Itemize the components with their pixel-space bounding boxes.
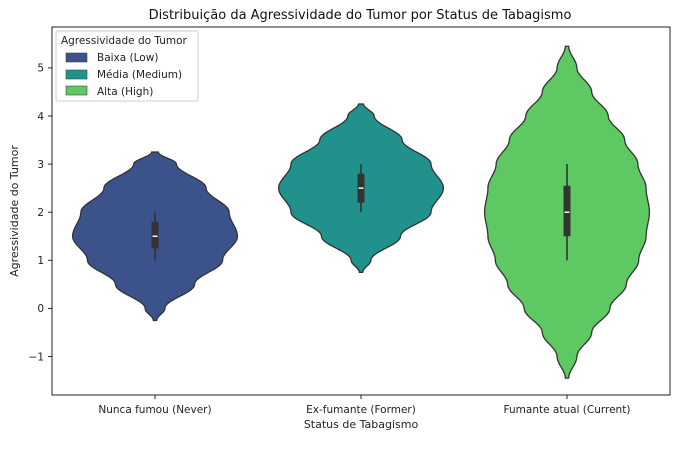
legend-item: Baixa (Low) bbox=[65, 52, 158, 64]
y-tick-label: 3 bbox=[37, 159, 44, 171]
legend-label: Alta (High) bbox=[97, 86, 153, 98]
violin-iqr-box bbox=[563, 185, 571, 237]
legend-swatch bbox=[65, 52, 88, 63]
legend-item: Média (Medium) bbox=[65, 69, 182, 81]
violin-iqr-box bbox=[151, 221, 159, 249]
y-tick-label: 0 bbox=[37, 303, 44, 315]
legend-frame bbox=[55, 30, 199, 102]
violins-layer bbox=[71, 45, 651, 379]
legend-title: Agressividade do Tumor bbox=[61, 35, 187, 47]
x-tick-label: Nunca fumou (Never) bbox=[98, 404, 211, 416]
y-tick-label: 2 bbox=[37, 207, 44, 219]
legend-label: Baixa (Low) bbox=[97, 52, 158, 64]
y-axis-ticks: −1 0 1 2 3 4 5 bbox=[29, 63, 52, 363]
legend-swatch bbox=[65, 85, 88, 96]
y-axis-label: Agressividade do Tumor bbox=[8, 145, 21, 277]
legend: Agressividade do Tumor Baixa (Low) Média… bbox=[55, 30, 199, 102]
legend-swatch bbox=[65, 69, 88, 80]
chart-title: Distribuição da Agressividade do Tumor p… bbox=[149, 8, 572, 23]
legend-label: Média (Medium) bbox=[97, 69, 182, 81]
y-tick-label: −1 bbox=[29, 351, 44, 363]
x-axis-label: Status de Tabagismo bbox=[304, 418, 419, 431]
x-tick-label: Ex-fumante (Former) bbox=[306, 404, 416, 416]
x-axis-ticks: Nunca fumou (Never) Ex-fumante (Former) Fu… bbox=[98, 395, 630, 416]
y-tick-label: 4 bbox=[37, 111, 44, 123]
legend-item: Alta (High) bbox=[65, 85, 153, 98]
y-tick-label: 5 bbox=[37, 63, 44, 75]
y-tick-label: 1 bbox=[37, 255, 44, 267]
x-tick-label: Fumante atual (Current) bbox=[504, 404, 631, 416]
